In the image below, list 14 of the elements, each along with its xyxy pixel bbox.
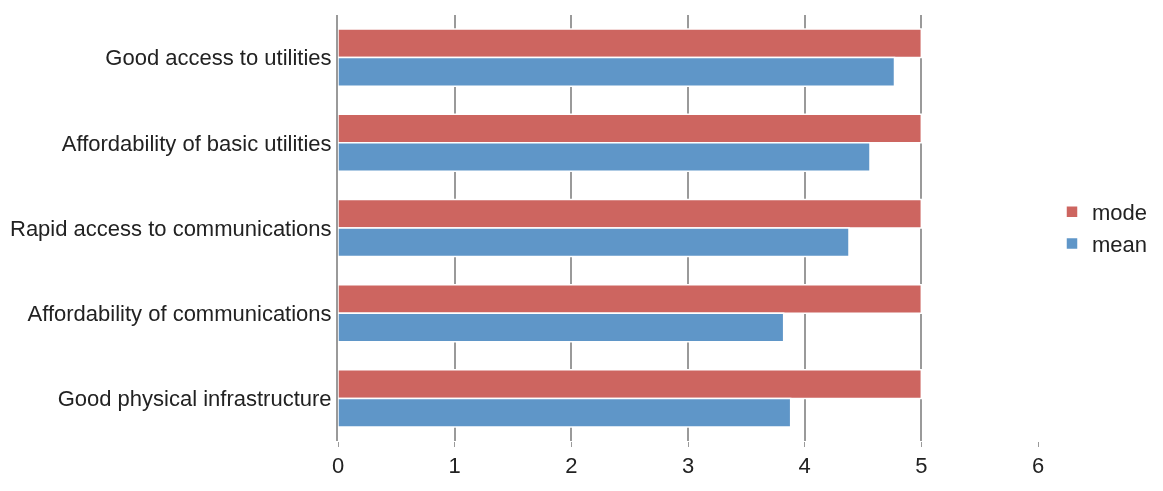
- y-tick-label: Affordability of basic utilities: [61, 130, 332, 156]
- legend-label: mode: [1092, 200, 1148, 226]
- x-tick-label: 5: [915, 453, 928, 479]
- legend-label: mean: [1092, 231, 1148, 257]
- x-tick-label: 3: [681, 453, 695, 479]
- y-tick-label: Good access to utilities: [105, 45, 332, 71]
- y-tick-label: Good physical infrastructure: [57, 386, 332, 412]
- x-tick-label: 1: [448, 453, 461, 479]
- x-tick-label: 2: [565, 453, 578, 479]
- y-tick-label: Rapid access to communications: [10, 215, 332, 241]
- y-tick-label: Affordability of communications: [27, 300, 332, 326]
- x-tick-label: 4: [798, 453, 811, 479]
- x-tick-label: 6: [1031, 453, 1045, 479]
- x-tick-label: 0: [331, 453, 345, 479]
